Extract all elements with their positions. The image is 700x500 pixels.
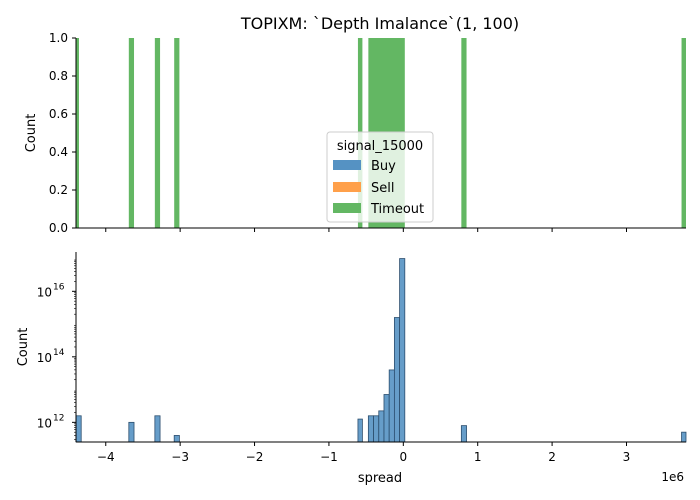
legend-title: signal_15000 [337, 139, 423, 154]
y-tick-label: 0.4 [49, 145, 68, 159]
bar-buy [388, 369, 395, 443]
legend-label-sell: Sell [371, 181, 394, 196]
bar-timeout [461, 38, 467, 228]
bar-buy [399, 258, 406, 443]
y-tick-exponent: 14 [53, 348, 65, 358]
top-y-label: Count [24, 114, 39, 153]
bar-buy [681, 431, 687, 443]
y-tick-label: 0.2 [49, 183, 68, 197]
bar-timeout [76, 38, 79, 228]
top-x-ticks [105, 228, 627, 232]
bottom-bars [75, 258, 687, 443]
bar-timeout [174, 38, 180, 228]
x-tick-label: −4 [97, 450, 115, 464]
bar-timeout [681, 38, 686, 228]
bottom-y-label: Count [16, 328, 31, 367]
y-tick-label: 0.0 [49, 221, 68, 235]
chart-title: TOPIXM: `Depth Imalance`(1, 100) [240, 14, 519, 33]
bar-buy [367, 415, 374, 443]
x-tick-label: 1 [474, 450, 482, 464]
y-tick-label: 0.6 [49, 107, 68, 121]
y-tick-exponent: 16 [53, 282, 65, 292]
bar-buy [373, 415, 380, 443]
legend-swatch-buy [333, 160, 361, 170]
y-tick-label: 1.0 [49, 31, 68, 45]
legend-swatch-timeout [333, 203, 361, 213]
x-tick-label: 2 [548, 450, 556, 464]
bar-buy [383, 394, 390, 443]
bar-timeout [154, 38, 161, 228]
top-y-ticks: 0.0 0.2 0.4 0.6 0.8 1.0 [49, 31, 76, 235]
x-tick-label: −2 [246, 450, 264, 464]
top-axes: 0.0 0.2 0.4 0.6 0.8 1.0 Count signal_15000 Bu… [24, 31, 686, 235]
bar-timeout [128, 38, 135, 228]
x-tick-label: 3 [623, 450, 631, 464]
bar-buy [75, 415, 82, 443]
x-offset-label: 1e6 [661, 470, 684, 484]
y-tick-label: 10 [37, 285, 52, 299]
x-tick-label: 0 [399, 450, 407, 464]
legend-label-timeout: Timeout [370, 202, 424, 217]
y-tick-label: 0.8 [49, 69, 68, 83]
bar-buy [460, 425, 467, 443]
legend-label-buy: Buy [371, 159, 396, 174]
y-tick-label: 10 [37, 416, 52, 430]
x-tick-label: −3 [171, 450, 189, 464]
y-tick-label: 10 [37, 351, 52, 365]
bar-buy [173, 435, 180, 443]
legend: signal_15000 Buy Sell Timeout [326, 131, 434, 223]
y-tick-exponent: 12 [53, 413, 64, 423]
bar-buy [154, 415, 161, 443]
bottom-x-ticks: −4 −3 −2 −1 0 1 2 3 [97, 442, 630, 464]
bar-buy [378, 410, 385, 443]
x-tick-label: −1 [320, 450, 338, 464]
legend-box [326, 131, 434, 223]
bar-buy [128, 421, 135, 443]
x-axis-label: spread [358, 471, 402, 486]
bar-buy [357, 418, 363, 443]
bar-buy [393, 317, 400, 443]
legend-swatch-sell [333, 182, 361, 192]
